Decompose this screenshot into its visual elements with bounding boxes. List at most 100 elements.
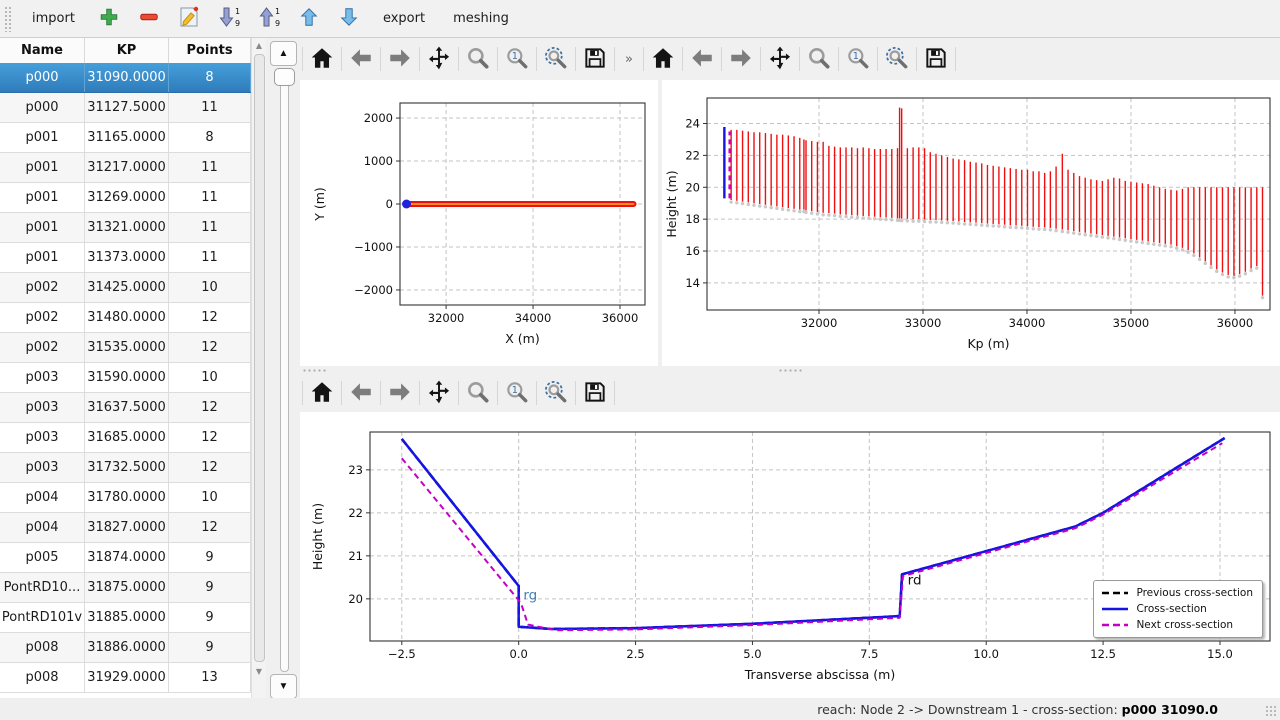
edit-button[interactable]: [171, 3, 207, 35]
forward-icon: [387, 45, 413, 74]
table-row[interactable]: p005 31874.0000 9: [0, 543, 251, 573]
toolbar-separator: [458, 381, 459, 405]
status-current-section: p000 31090.0: [1121, 701, 1218, 717]
plot-save-button[interactable]: [578, 377, 612, 409]
toolbar-separator: [302, 47, 303, 71]
table-row[interactable]: p003 31685.0000 12: [0, 423, 251, 453]
sort-descending-button[interactable]: 1 9: [211, 3, 247, 35]
plot-forward-button[interactable]: [383, 43, 417, 75]
next-section-button[interactable]: ▼: [270, 674, 297, 699]
previous-section-button[interactable]: ▲: [270, 41, 297, 66]
plot-zoom-button[interactable]: [461, 377, 495, 409]
table-row[interactable]: p002 31480.0000 12: [0, 303, 251, 333]
table-row[interactable]: p003 31637.5000 12: [0, 393, 251, 423]
table-row[interactable]: p002 31535.0000 12: [0, 333, 251, 363]
table-row[interactable]: p001 31373.0000 11: [0, 243, 251, 273]
plot-save-button[interactable]: [578, 43, 612, 75]
export-button[interactable]: export: [371, 4, 437, 33]
svg-text:24: 24: [685, 117, 700, 131]
move-up-button[interactable]: [291, 3, 327, 35]
table-cell: 31732.5000: [85, 453, 169, 482]
plot-zoom-region-button[interactable]: 1: [841, 43, 875, 75]
table-row[interactable]: p008 31929.0000 13: [0, 663, 251, 693]
plot-back-button[interactable]: [344, 377, 378, 409]
table-row[interactable]: PontRD101v 31885.0000 9: [0, 603, 251, 633]
plot-forward-button[interactable]: [724, 43, 758, 75]
table-row[interactable]: p003 31590.0000 10: [0, 363, 251, 393]
table-cell: 31685.0000: [85, 423, 169, 452]
table-row[interactable]: p004 31780.0000 10: [0, 483, 251, 513]
plot-forward-button[interactable]: [383, 377, 417, 409]
table-row[interactable]: p001 31269.0000 11: [0, 183, 251, 213]
toolbar-separator: [681, 47, 683, 71]
table-cell: p000: [0, 93, 85, 122]
plot-save-button[interactable]: [919, 43, 953, 75]
toolbar-overflow-button[interactable]: »: [625, 51, 633, 67]
column-header-points[interactable]: Points: [169, 38, 251, 63]
section-slider-handle[interactable]: [274, 68, 295, 86]
plot-home-button[interactable]: [646, 43, 680, 75]
table-row[interactable]: p000 31090.0000 8: [0, 63, 251, 93]
scrollbar-thumb[interactable]: [254, 54, 265, 662]
table-row[interactable]: p000 31127.5000 11: [0, 93, 251, 123]
toolbar-separator: [954, 47, 956, 71]
splitter-handle[interactable]: [778, 368, 804, 373]
table-row[interactable]: p001 31165.0000 8: [0, 123, 251, 153]
plot-home-button[interactable]: [305, 43, 339, 75]
table-cell: p003: [0, 363, 85, 392]
scroll-up-icon[interactable]: ▲: [255, 40, 263, 50]
plot-pan-button[interactable]: [763, 43, 797, 75]
table-row[interactable]: p002 31425.0000 10: [0, 273, 251, 303]
plot-back-button[interactable]: [344, 43, 378, 75]
svg-text:−2.5: −2.5: [388, 647, 416, 661]
profile-toolbar: 1: [641, 40, 958, 78]
legend-entry: Cross-section: [1101, 601, 1253, 617]
toolbar-separator: [575, 47, 576, 71]
main-toolbar: import 1 9 1 9: [0, 0, 1280, 38]
plot-home-button[interactable]: [305, 377, 339, 409]
table-cell: 11: [169, 153, 251, 182]
longitudinal-profile-figure[interactable]: 32000 33000 34000 35000 36000 14 16 18 20 22 24 Kp …: [662, 80, 1280, 366]
plot-pan-button[interactable]: [422, 377, 456, 409]
plot-zoom-region-button[interactable]: 1: [500, 43, 534, 75]
plot-zoom-region-button[interactable]: 1: [500, 377, 534, 409]
table-row[interactable]: p001 31217.0000 11: [0, 153, 251, 183]
svg-text:34000: 34000: [1009, 316, 1046, 330]
add-cross-section-button[interactable]: [91, 3, 127, 35]
plot-pan-button[interactable]: [422, 43, 456, 75]
move-down-button[interactable]: [331, 3, 367, 35]
table-cell: 31929.0000: [85, 663, 169, 692]
toolbar-drag-handle[interactable]: [4, 5, 12, 32]
table-cell: 12: [169, 303, 251, 332]
svg-text:−2000: −2000: [354, 283, 393, 297]
table-scrollbar[interactable]: ▲ ▼: [251, 38, 266, 698]
table-row[interactable]: p004 31827.0000 12: [0, 513, 251, 543]
remove-cross-section-button[interactable]: [131, 3, 167, 35]
plan-view-figure[interactable]: 32000 34000 36000 −2000 −1000 0 1000 2000 X (m) Y…: [300, 80, 658, 366]
table-cell: 31090.0000: [85, 63, 169, 92]
plot-zoom-fit-button[interactable]: [880, 43, 914, 75]
plot-back-button[interactable]: [685, 43, 719, 75]
sort-ascending-button[interactable]: 1 9: [251, 3, 287, 35]
scroll-down-icon[interactable]: ▼: [255, 666, 263, 676]
table-row[interactable]: p001 31321.0000 11: [0, 213, 251, 243]
column-header-kp[interactable]: KP: [85, 38, 169, 63]
table-row[interactable]: p003 31732.5000 12: [0, 453, 251, 483]
splitter-handle[interactable]: [302, 368, 328, 373]
minus-icon: [138, 6, 160, 31]
section-slider-track[interactable]: [280, 70, 289, 672]
horizontal-splitter[interactable]: [300, 366, 1280, 374]
table-row[interactable]: p008 31886.0000 9: [0, 633, 251, 663]
plot-zoom-button[interactable]: [802, 43, 836, 75]
meshing-button[interactable]: meshing: [441, 4, 521, 33]
table-row[interactable]: PontRD10... 31875.0000 9: [0, 573, 251, 603]
save-icon: [582, 379, 608, 408]
import-button[interactable]: import: [20, 4, 87, 33]
window-resize-grip[interactable]: [1265, 705, 1277, 717]
cross-section-figure[interactable]: Previous cross-section Cross-section Next …: [300, 412, 1280, 698]
plot-zoom-fit-button[interactable]: [539, 377, 573, 409]
column-header-name[interactable]: Name: [0, 38, 85, 63]
plot-zoom-fit-button[interactable]: [539, 43, 573, 75]
home-icon: [309, 45, 335, 74]
plot-zoom-button[interactable]: [461, 43, 495, 75]
